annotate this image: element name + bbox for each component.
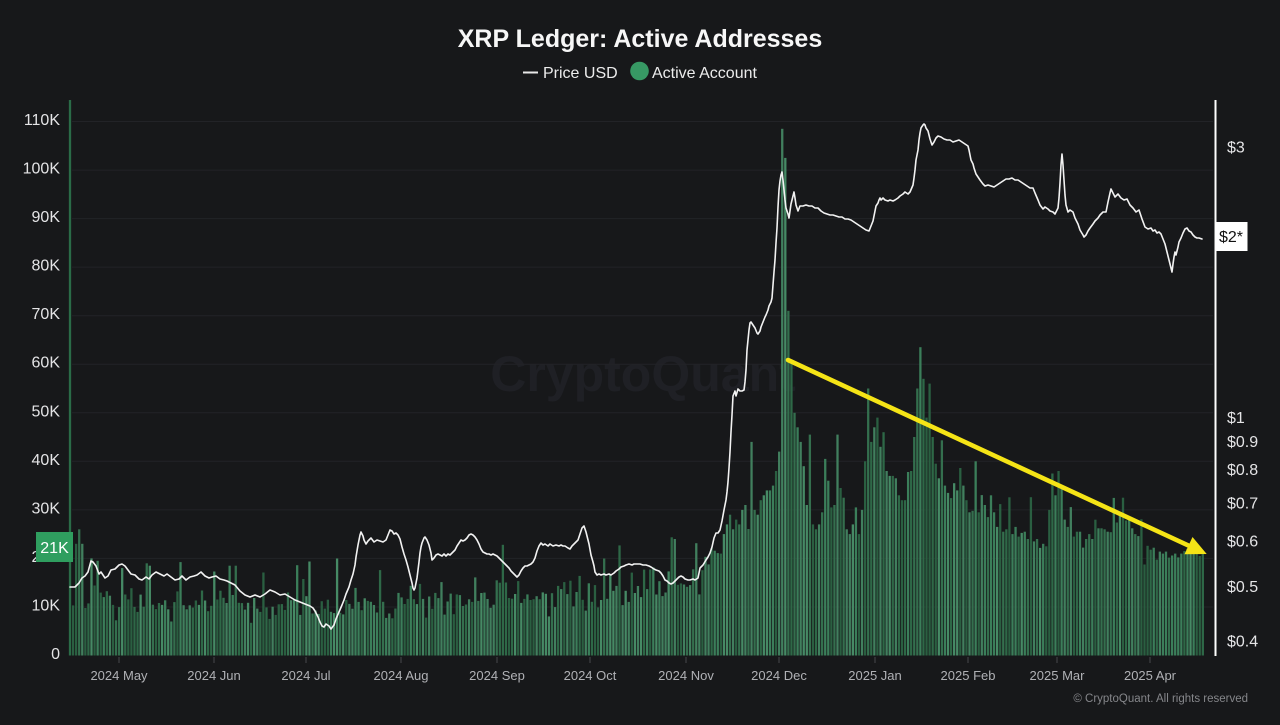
svg-text:$2*: $2* <box>1219 229 1243 246</box>
svg-text:2024 Jul: 2024 Jul <box>281 668 330 683</box>
svg-text:Price USD: Price USD <box>543 65 618 82</box>
svg-text:60K: 60K <box>32 355 61 372</box>
svg-text:2024 Dec: 2024 Dec <box>751 668 807 683</box>
svg-text:$0.4: $0.4 <box>1227 633 1258 650</box>
svg-text:2024 Oct: 2024 Oct <box>564 668 617 683</box>
svg-text:$0.7: $0.7 <box>1227 495 1258 512</box>
svg-text:$0.5: $0.5 <box>1227 579 1258 596</box>
svg-text:© CryptoQuant. All rights rese: © CryptoQuant. All rights reserved <box>1073 693 1248 705</box>
svg-text:$0.8: $0.8 <box>1227 462 1258 479</box>
svg-text:0: 0 <box>51 646 60 663</box>
svg-text:CryptoQuant: CryptoQuant <box>490 346 796 402</box>
svg-text:2025 Mar: 2025 Mar <box>1030 668 1086 683</box>
svg-text:90K: 90K <box>32 209 61 226</box>
svg-text:2024 Aug: 2024 Aug <box>374 668 429 683</box>
svg-text:2024 Jun: 2024 Jun <box>187 668 241 683</box>
svg-text:XRP Ledger: Active Addresses: XRP Ledger: Active Addresses <box>458 25 823 53</box>
svg-text:2025 Feb: 2025 Feb <box>941 668 996 683</box>
svg-text:2024 Nov: 2024 Nov <box>658 668 714 683</box>
svg-text:100K: 100K <box>23 161 61 178</box>
svg-text:2025 Jan: 2025 Jan <box>848 668 902 683</box>
svg-text:$0.6: $0.6 <box>1227 534 1258 551</box>
svg-text:80K: 80K <box>32 258 61 275</box>
svg-text:10K: 10K <box>32 598 61 615</box>
svg-text:110K: 110K <box>24 112 61 129</box>
svg-text:Active Account: Active Account <box>652 65 758 82</box>
svg-text:$3: $3 <box>1227 140 1245 157</box>
svg-text:$0.9: $0.9 <box>1227 434 1258 451</box>
svg-text:2024 May: 2024 May <box>90 668 148 683</box>
svg-text:50K: 50K <box>32 403 61 420</box>
svg-text:2024 Sep: 2024 Sep <box>469 668 525 683</box>
svg-text:2025 Apr: 2025 Apr <box>1124 668 1177 683</box>
svg-text:21K: 21K <box>40 540 69 557</box>
svg-text:40K: 40K <box>32 452 61 469</box>
svg-text:70K: 70K <box>32 306 61 323</box>
svg-text:30K: 30K <box>32 500 61 517</box>
svg-text:$1: $1 <box>1227 410 1245 427</box>
